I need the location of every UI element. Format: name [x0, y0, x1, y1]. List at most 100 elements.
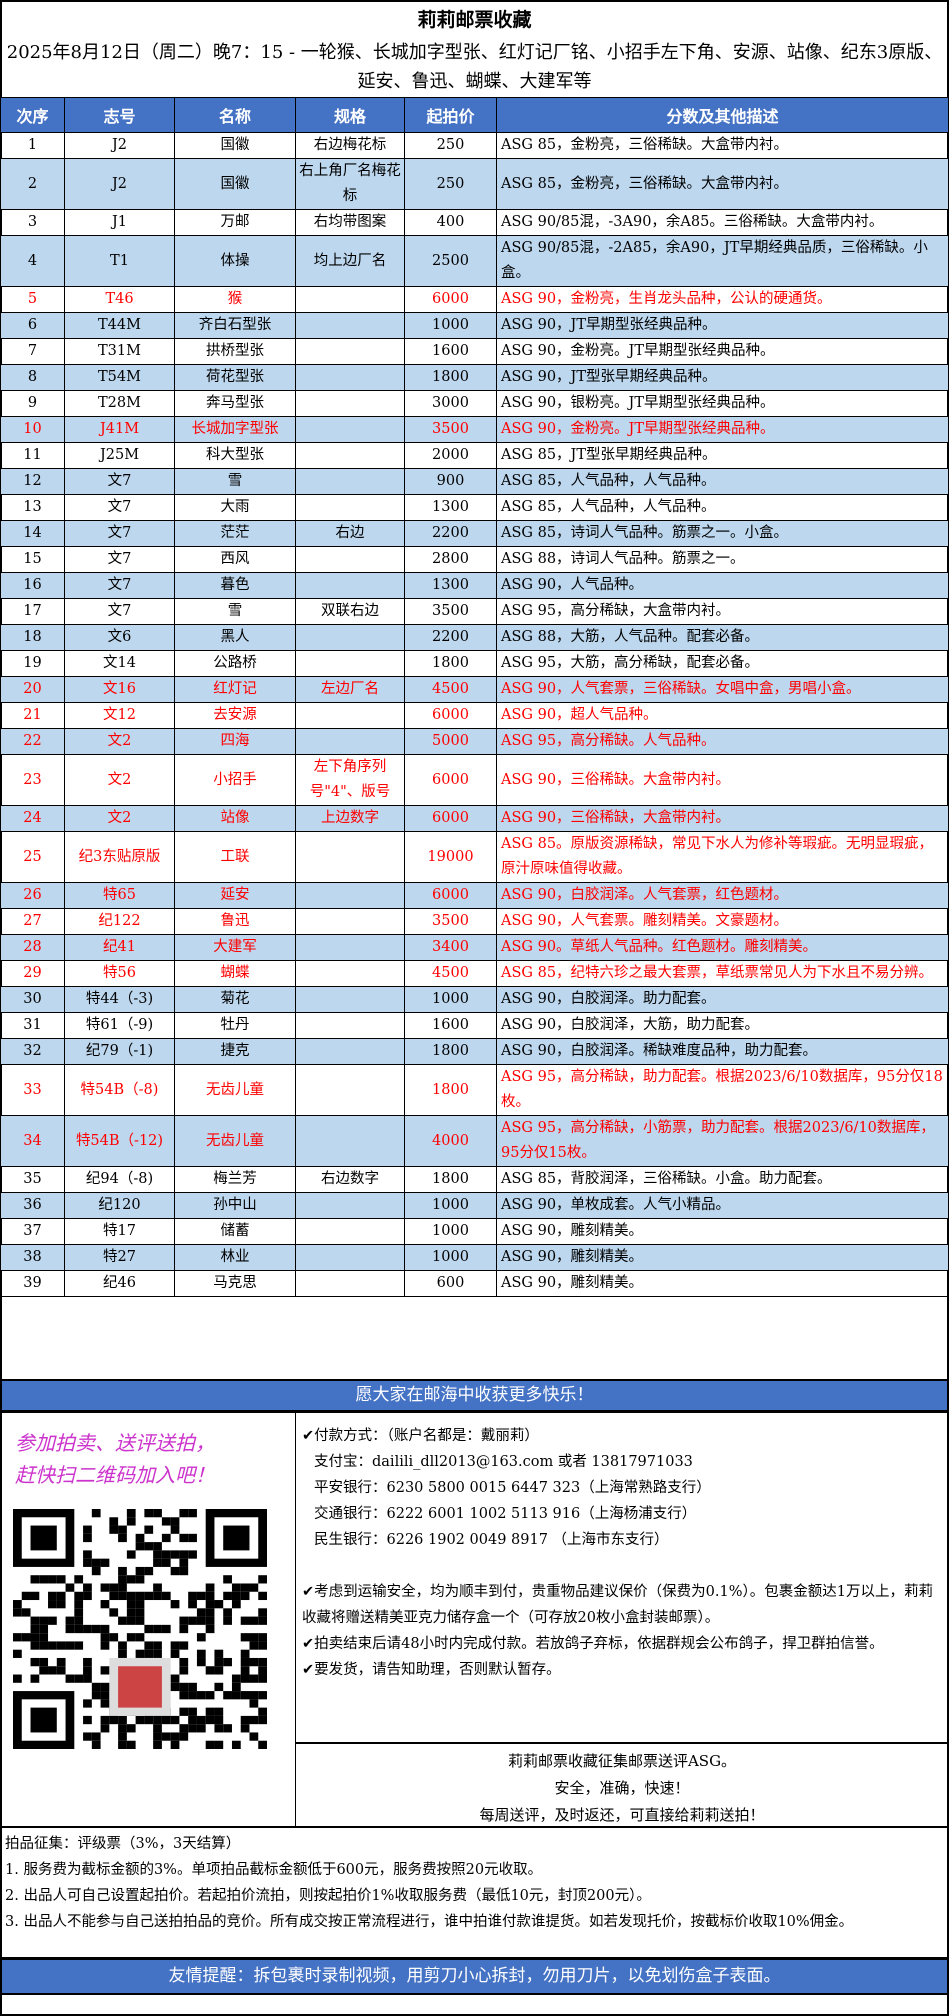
cell-code: 特65 — [64, 882, 175, 909]
cell-desc: ASG 90，人气套票。雕刻精美。文豪题材。 — [496, 908, 949, 935]
cell-seq: 2 — [0, 158, 65, 210]
cell-name: 站像 — [174, 805, 296, 832]
cell-spec: 右边梅花标 — [295, 132, 405, 159]
cell-spec — [295, 1192, 405, 1219]
cell-price: 1300 — [404, 494, 497, 521]
cell-spec: 右均带图案 — [295, 209, 405, 236]
cell-name: 公路桥 — [174, 650, 296, 677]
cell-code: 文6 — [64, 624, 175, 651]
cell-price: 6000 — [404, 702, 497, 729]
slogan-line-2: 安全，准确，快速！ — [554, 1779, 690, 1797]
cell-desc: ASG 90，超人气品种。 — [496, 702, 949, 729]
table-header-row: 次序 志号 名称 规格 起拍价 分数及其他描述 — [0, 97, 949, 133]
cell-name: 牡丹 — [174, 1012, 296, 1039]
cell-desc: ASG 95，高分稀缺。人气品种。 — [496, 728, 949, 755]
cell-code: J2 — [64, 158, 175, 210]
table-body: 1 J2 国徽 右边梅花标 250 ASG 85，金粉亮，三俗稀缺。大盒带内衬。 2 J2 国徽… — [0, 132, 949, 1297]
cell-spec — [295, 624, 405, 651]
cell-code: T54M — [64, 364, 175, 391]
minsheng-bank-info: 民生银行：6226 1902 0049 8917 （上海市东支行） — [314, 1532, 669, 1548]
cell-code: T1 — [64, 235, 175, 287]
table-row: 5 T46 猴 6000 ASG 90，金粉亮，生肖龙头品种，公认的硬通货。 — [0, 286, 949, 313]
cell-code: 纪41 — [64, 934, 175, 961]
table-row: 36 纪120 孙中山 1000 ASG 90，单枚成套。人气小精品。 — [0, 1192, 949, 1219]
rule-3: 3. 出品人不能参与自己送拍拍品的竞价。所有成交按正常流程进行，谁中拍谁付款谁提… — [5, 1914, 854, 1930]
cell-name: 国徽 — [174, 158, 296, 210]
cell-name: 去安源 — [174, 702, 296, 729]
payment-panel: ✔付款方式：（账户名都是：戴丽莉） 支付宝：dailili_dll2013@16… — [295, 1412, 949, 1743]
cell-price: 1000 — [404, 986, 497, 1013]
cell-seq: 11 — [0, 442, 65, 469]
cell-desc: ASG 90，三俗稀缺。大盒带内衬。 — [496, 754, 949, 806]
cell-spec — [295, 416, 405, 443]
cell-price: 250 — [404, 132, 497, 159]
cell-spec — [295, 546, 405, 573]
cell-seq: 36 — [0, 1192, 65, 1219]
cell-seq: 24 — [0, 805, 65, 832]
cell-code: 文7 — [64, 468, 175, 495]
cell-desc: ASG 90，雕刻精美。 — [496, 1270, 949, 1297]
cell-code: T46 — [64, 286, 175, 313]
cell-desc: ASG 90，白胶润泽。人气套票，红色题材。 — [496, 882, 949, 909]
cell-name: 菊花 — [174, 986, 296, 1013]
promo-panel: 参加拍卖、送评送拍， 赶快扫二维码加入吧！ — [0, 1412, 296, 1827]
table-row: 22 文2 四海 5000 ASG 95，高分稀缺。人气品种。 — [0, 728, 949, 755]
cell-desc: ASG 90，白胶润泽。助力配套。 — [496, 986, 949, 1013]
table-row: 16 文7 暮色 1300 ASG 90，人气品种。 — [0, 572, 949, 599]
cell-name: 黑人 — [174, 624, 296, 651]
cell-code: 文2 — [64, 754, 175, 806]
qr-code-icon[interactable] — [13, 1509, 267, 1749]
cell-desc: ASG 90，金粉亮。JT早期型张经典品种。 — [496, 416, 949, 443]
cell-name: 齐白石型张 — [174, 312, 296, 339]
cell-price: 1000 — [404, 1218, 497, 1245]
cell-seq: 25 — [0, 831, 65, 883]
cell-seq: 35 — [0, 1166, 65, 1193]
cell-code: 文7 — [64, 598, 175, 625]
cell-spec — [295, 1244, 405, 1271]
col-name: 名称 — [174, 97, 296, 133]
table-row: 19 文14 公路桥 1800 ASG 95，大筋，高分稀缺，配套必备。 — [0, 650, 949, 677]
cell-price: 1600 — [404, 338, 497, 365]
cell-desc: ASG 90，金粉亮。JT早期型张经典品种。 — [496, 338, 949, 365]
table-row: 4 T1 体操 均上边厂名 2500 ASG 90/85混，-2A85，余A90，JT早期… — [0, 235, 949, 287]
cell-name: 科大型张 — [174, 442, 296, 469]
table-row: 12 文7 雪 900 ASG 85，人气品种，人气品种。 — [0, 468, 949, 495]
table-row: 28 纪41 大建军 3400 ASG 90。草纸人气品种。红色题材。雕刻精美。 — [0, 934, 949, 961]
cell-name: 无齿儿童 — [174, 1064, 296, 1116]
cell-code: 文2 — [64, 805, 175, 832]
cell-name: 鲁迅 — [174, 908, 296, 935]
cell-code: 纪3东贴原版 — [64, 831, 175, 883]
cell-desc: ASG 95，高分稀缺，助力配套。根据2023/6/10数据库，95分仅18枚。 — [496, 1064, 949, 1116]
cell-seq: 26 — [0, 882, 65, 909]
cell-spec — [295, 468, 405, 495]
table-row: 18 文6 黑人 2200 ASG 88，大筋，人气品种。配套必备。 — [0, 624, 949, 651]
cell-spec — [295, 908, 405, 935]
cell-desc: ASG 95，大筋，高分稀缺，配套必备。 — [496, 650, 949, 677]
cell-seq: 19 — [0, 650, 65, 677]
cell-spec — [295, 312, 405, 339]
cell-seq: 10 — [0, 416, 65, 443]
cell-spec — [295, 882, 405, 909]
cell-desc: ASG 90。草纸人气品种。红色题材。雕刻精美。 — [496, 934, 949, 961]
cell-desc: ASG 95，高分稀缺，小筋票，助力配套。根据2023/6/10数据库，95分仅… — [496, 1115, 949, 1167]
cell-spec — [295, 986, 405, 1013]
rule-1: 1. 服务费为截标金额的3%。单项拍品截标金额低于600元，服务费按照20元收取… — [5, 1862, 543, 1878]
cell-seq: 20 — [0, 676, 65, 703]
table-row: 32 纪79（-1) 捷克 1800 ASG 90，白胶润泽。稀缺难度品种，助力配套。 — [0, 1038, 949, 1065]
col-code: 志号 — [64, 97, 175, 133]
bottom-reminder-banner: 友情提醒：拆包裹时录制视频，用剪刀小心拆封，勿用刀片，以免划伤盒子表面。 — [0, 1958, 949, 1995]
cell-price: 1800 — [404, 1064, 497, 1116]
cell-price: 2800 — [404, 546, 497, 573]
cell-price: 3500 — [404, 908, 497, 935]
cell-code: J2 — [64, 132, 175, 159]
table-row: 11 J25M 科大型张 2000 ASG 85，JT型张早期经典品种。 — [0, 442, 949, 469]
cell-seq: 3 — [0, 209, 65, 236]
pingan-bank-info: 平安银行：6230 5800 0015 6447 323（上海常熟路支行） — [314, 1480, 711, 1496]
cell-name: 捷克 — [174, 1038, 296, 1065]
cell-price: 6000 — [404, 286, 497, 313]
cell-price: 1800 — [404, 650, 497, 677]
table-row: 17 文7 雪双联右边 3500 ASG 95，高分稀缺，大盒带内衬。 — [0, 598, 949, 625]
table-row: 8 T54M 荷花型张 1800 ASG 90，JT型张早期经典品种。 — [0, 364, 949, 391]
cell-desc: ASG 85，人气品种，人气品种。 — [496, 494, 949, 521]
cell-name: 马克思 — [174, 1270, 296, 1297]
